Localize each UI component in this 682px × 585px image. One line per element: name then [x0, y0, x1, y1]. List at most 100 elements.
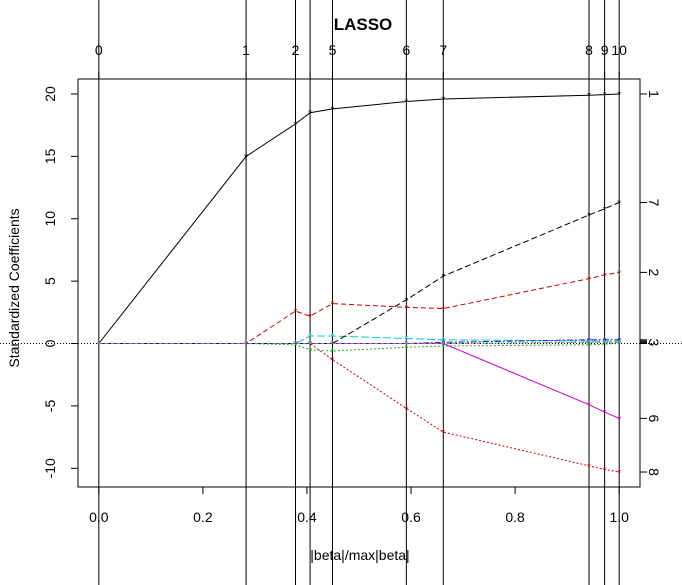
- coef-marker-10-2: *: [294, 340, 298, 351]
- coef-marker-9-9: *: [617, 336, 621, 347]
- right-tick-label-6: 6: [646, 414, 662, 422]
- top-tick-label-5: 6: [402, 42, 410, 58]
- y-tick-label-4: 10: [42, 211, 58, 227]
- coef-marker-5-4: *: [331, 332, 335, 343]
- coef-marker-5-1: *: [244, 340, 248, 351]
- coef-marker-9-5: *: [404, 340, 408, 351]
- coef-marker-8-2: *: [294, 340, 298, 351]
- coef-marker-1-0: *: [97, 340, 101, 351]
- coef-marker-10-7: *: [587, 338, 591, 349]
- coef-marker-4-9: *: [617, 340, 621, 351]
- coef-marker-10-9: *: [617, 338, 621, 349]
- y-tick-label-1: -5: [42, 399, 58, 412]
- coef-marker-6-2: *: [294, 340, 298, 351]
- y-axis: -10 -5 0 5 10 15 20: [42, 86, 79, 478]
- top-tick-label-0: 0: [95, 42, 103, 58]
- coef-marker-7-7: *: [587, 211, 591, 222]
- top-tick-label-9: 10: [611, 42, 627, 58]
- coef-marker-2-6: *: [441, 305, 445, 316]
- coef-marker-5-5: *: [404, 335, 408, 346]
- coef-marker-5-6: *: [441, 336, 445, 347]
- top-tick-label-8: 9: [601, 42, 609, 58]
- coef-marker-8-1: *: [244, 340, 248, 351]
- coef-marker-2-9: *: [617, 268, 621, 279]
- x-axis: 0.0 0.2 0.4 0.6 0.8 1.0: [89, 486, 629, 525]
- coef-marker-10-5: *: [404, 340, 408, 351]
- coef-marker-1-3: *: [308, 109, 312, 120]
- coef-marker-8-3: *: [308, 340, 312, 351]
- right-tick-label-7: 7: [646, 199, 662, 207]
- coef-marker-2-2: *: [294, 307, 298, 318]
- coef-marker-10-1: *: [244, 340, 248, 351]
- coef-path-8: [98, 343, 620, 473]
- coef-marker-3-1: *: [244, 340, 248, 351]
- coef-marker-4-0: *: [97, 340, 101, 351]
- coef-marker-10-3: *: [308, 340, 312, 351]
- right-tick-label-1: 1: [646, 90, 662, 98]
- coef-marker-4-4: *: [331, 347, 335, 358]
- coef-marker-10-6: *: [441, 340, 445, 351]
- top-axis: 0 1 2 5 6 7 8 9 10: [95, 42, 627, 80]
- coef-marker-6-9: *: [617, 414, 621, 425]
- x-tick-label-2: 0.4: [297, 509, 317, 525]
- coef-marker-3-8: *: [603, 338, 607, 349]
- coef-marker-9-2: *: [294, 340, 298, 351]
- coef-marker-3-4: *: [331, 340, 335, 351]
- coef-marker-5-2: *: [294, 340, 298, 351]
- coef-marker-3-6: *: [441, 340, 445, 351]
- top-tick-label-6: 7: [439, 42, 447, 58]
- coef-marker-7-5: *: [404, 296, 408, 307]
- coef-marker-1-6: *: [441, 95, 445, 106]
- coef-marker-7-3: *: [308, 340, 312, 351]
- right-axis: 1 2 3 6 7 8: [639, 90, 662, 476]
- series-layer: **** ** * * * ** ** ** * ** * ** * * * * * * * * ** * * * * * * * * *…: [97, 90, 621, 479]
- coef-marker-9-8: *: [603, 336, 607, 347]
- coef-marker-6-5: *: [404, 340, 408, 351]
- coef-path-9: [98, 339, 620, 344]
- coef-marker-6-3: *: [308, 340, 312, 351]
- right-tick-label-3: 3: [646, 338, 662, 346]
- coef-marker-3-3: *: [308, 340, 312, 351]
- x-tick-label-0: 0.0: [89, 509, 109, 525]
- coef-marker-8-0: *: [97, 340, 101, 351]
- right-tick-label-8: 8: [646, 468, 662, 476]
- coef-marker-7-9: *: [617, 199, 621, 210]
- coef-marker-9-3: *: [308, 340, 312, 351]
- coef-marker-5-9: *: [617, 337, 621, 348]
- coef-marker-9-4: *: [331, 340, 335, 351]
- coef-marker-3-7: *: [587, 338, 591, 349]
- step-lines: [98, 0, 620, 585]
- coef-marker-1-2: *: [294, 120, 298, 131]
- coef-marker-7-8: *: [603, 205, 607, 216]
- coef-marker-2-7: *: [587, 275, 591, 286]
- coef-marker-7-0: *: [97, 340, 101, 351]
- coef-marker-4-7: *: [587, 341, 591, 352]
- coef-marker-5-7: *: [587, 337, 591, 348]
- coef-marker-6-7: *: [587, 401, 591, 412]
- coef-marker-4-5: *: [404, 343, 408, 354]
- coef-marker-4-6: *: [441, 342, 445, 353]
- top-tick-label-1: 1: [242, 42, 250, 58]
- coef-marker-7-6: *: [441, 272, 445, 283]
- coef-marker-6-8: *: [603, 408, 607, 419]
- coef-marker-1-1: *: [244, 152, 248, 163]
- coef-marker-2-8: *: [603, 271, 607, 282]
- coef-marker-10-0: *: [97, 340, 101, 351]
- coef-marker-1-7: *: [587, 91, 591, 102]
- coef-marker-5-3: *: [308, 332, 312, 343]
- top-tick-label-7: 8: [585, 42, 593, 58]
- coef-marker-8-9: *: [617, 468, 621, 479]
- coef-marker-8-4: *: [331, 356, 335, 367]
- y-axis-label: Standardized Coefficients: [6, 208, 22, 367]
- y-tick-label-2: 0: [42, 339, 58, 347]
- coef-marker-7-2: *: [294, 340, 298, 351]
- coef-marker-3-5: *: [404, 340, 408, 351]
- coef-marker-1-8: *: [603, 91, 607, 102]
- coef-marker-10-4: *: [331, 340, 335, 351]
- x-tick-label-1: 0.2: [193, 509, 213, 525]
- coef-marker-2-5: *: [404, 303, 408, 314]
- coef-marker-7-1: *: [244, 340, 248, 351]
- coef-marker-6-0: *: [97, 340, 101, 351]
- x-tick-label-5: 1.0: [609, 509, 629, 525]
